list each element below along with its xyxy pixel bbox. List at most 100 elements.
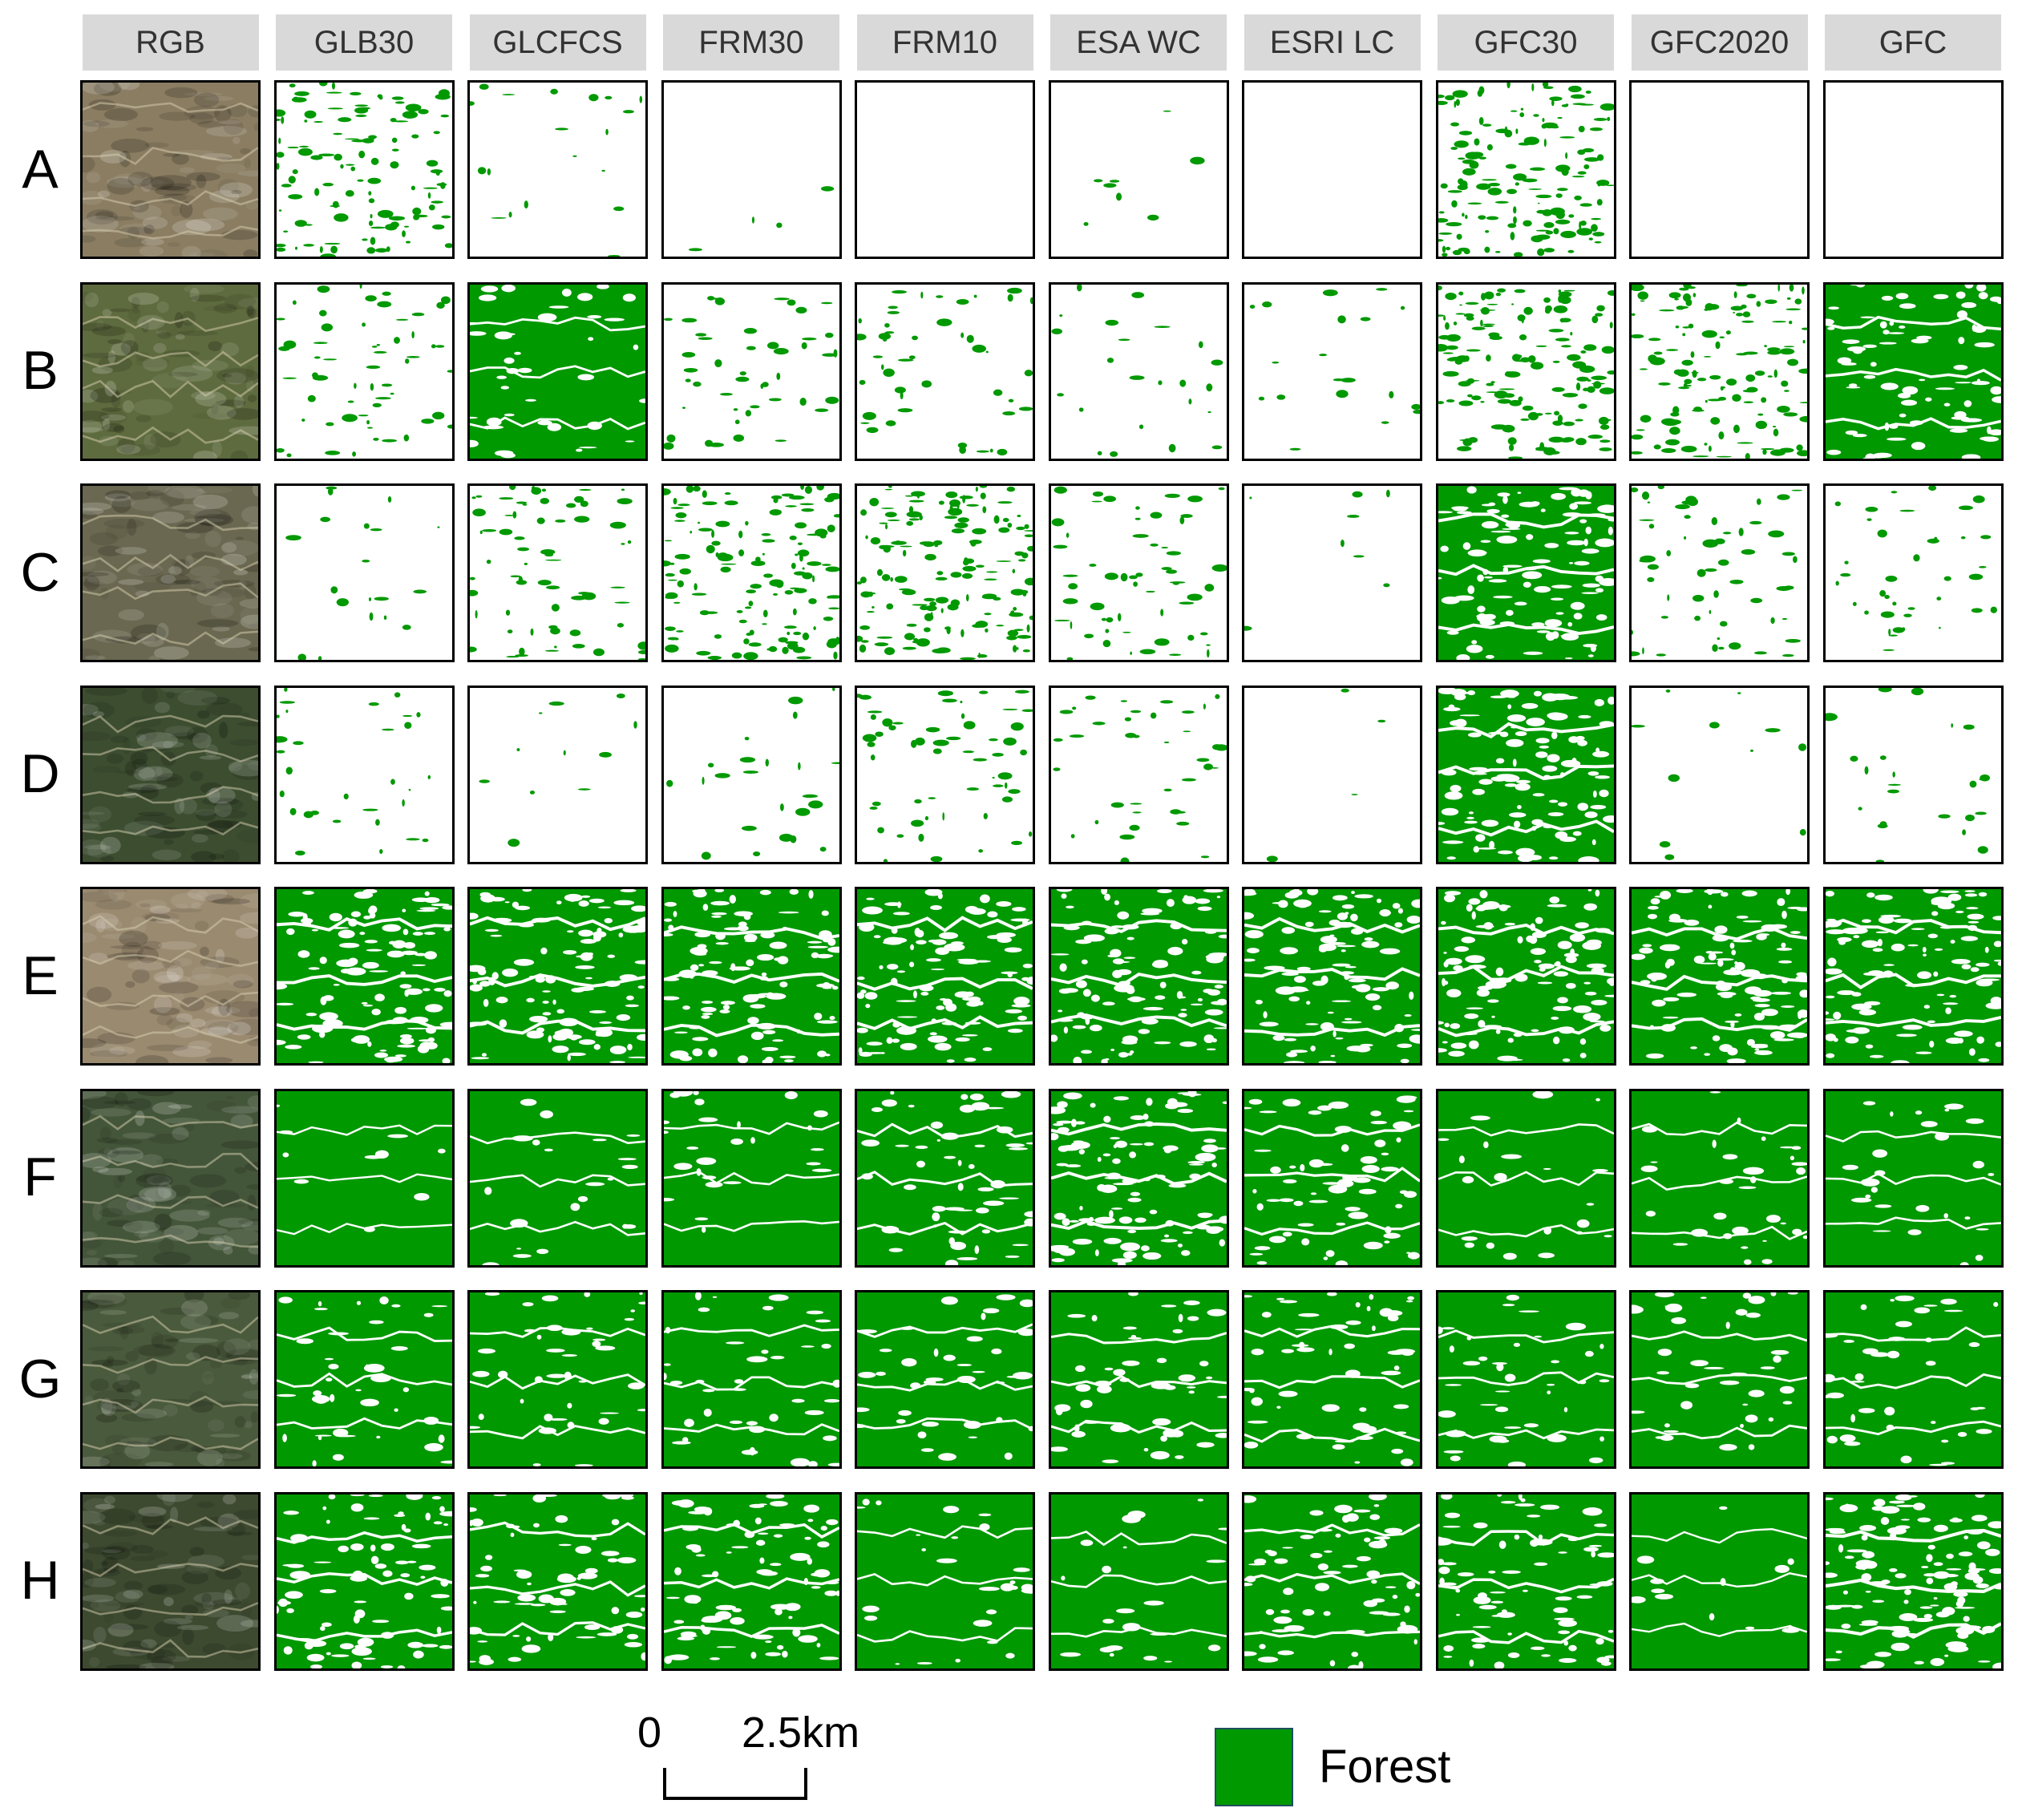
map-tile-g-rgb: [80, 1290, 261, 1469]
column-header-frm30: FRM30: [663, 14, 839, 71]
map-tile-b-glb30: [273, 281, 455, 461]
map-tile-f-esa-wc: [1048, 1088, 1229, 1268]
map-tile-g-frm30: [661, 1290, 842, 1469]
map-tile-f-glcfcs: [467, 1088, 648, 1268]
map-tile-c-glb30: [273, 483, 455, 662]
map-tile-b-frm30: [661, 281, 842, 461]
map-tile-e-frm30: [661, 887, 842, 1066]
map-tile-a-frm10: [855, 80, 1035, 259]
map-tile-g-frm10: [855, 1290, 1035, 1469]
row-label-f: F: [23, 1147, 57, 1207]
map-tile-g-glcfcs: [467, 1290, 648, 1469]
map-tile-e-glb30: [273, 887, 455, 1066]
column-header-esri-lc: ESRI LC: [1244, 14, 1421, 71]
scale-bar-line: [663, 1768, 807, 1800]
map-tile-e-rgb: [80, 887, 261, 1066]
map-tile-c-frm10: [855, 483, 1035, 662]
legend-swatch-forest: [1215, 1728, 1293, 1806]
map-tile-a-rgb: [80, 80, 261, 259]
map-tile-g-glb30: [273, 1290, 455, 1469]
legend: Forest: [1211, 1724, 1612, 1812]
map-tile-a-gfc: [1822, 80, 2004, 259]
map-tile-h-frm10: [855, 1491, 1035, 1671]
map-tile-g-esa-wc: [1048, 1290, 1229, 1469]
map-tile-a-esri-lc: [1242, 80, 1422, 259]
map-tile-a-gfc2020: [1629, 80, 1810, 259]
map-tile-b-gfc30: [1435, 281, 1616, 461]
map-tile-e-glcfcs: [467, 887, 648, 1066]
map-tile-a-gfc30: [1435, 80, 1616, 259]
map-tile-c-frm30: [661, 483, 842, 662]
map-tile-b-esri-lc: [1242, 281, 1422, 461]
map-tile-b-glcfcs: [467, 281, 648, 461]
column-header-frm10: FRM10: [856, 14, 1033, 71]
map-tile-g-gfc30: [1435, 1290, 1616, 1469]
column-header-glb30: GLB30: [276, 14, 452, 71]
map-tile-f-esri-lc: [1242, 1088, 1422, 1268]
map-tile-h-frm30: [661, 1491, 842, 1671]
map-tile-e-frm10: [855, 887, 1035, 1066]
map-tile-h-glb30: [273, 1491, 455, 1671]
map-tile-d-glcfcs: [467, 685, 648, 864]
map-tile-f-frm10: [855, 1088, 1035, 1268]
row-label-d: D: [20, 743, 60, 804]
map-tile-b-frm10: [855, 281, 1035, 461]
map-tile-b-esa-wc: [1048, 281, 1229, 461]
column-header-gfc30: GFC30: [1438, 14, 1614, 71]
row-label-c: C: [20, 541, 60, 603]
map-tile-h-rgb: [80, 1491, 261, 1671]
map-tile-a-frm30: [661, 80, 842, 259]
row-label-e: E: [22, 944, 59, 1006]
map-tile-e-gfc30: [1435, 887, 1616, 1066]
map-tile-e-esa-wc: [1048, 887, 1229, 1066]
map-tile-b-gfc2020: [1629, 281, 1810, 461]
map-tile-e-gfc2020: [1629, 887, 1810, 1066]
map-tile-c-gfc2020: [1629, 483, 1810, 662]
map-tile-b-rgb: [80, 281, 261, 461]
row-label-g: G: [18, 1348, 62, 1409]
column-header-gfc2020: GFC2020: [1631, 14, 1808, 71]
map-tile-a-glb30: [273, 80, 455, 259]
map-tile-h-esri-lc: [1242, 1491, 1422, 1671]
map-tile-f-glb30: [273, 1088, 455, 1268]
map-tile-f-gfc2020: [1629, 1088, 1810, 1268]
map-tile-f-gfc: [1822, 1088, 2004, 1268]
map-tile-b-gfc: [1822, 281, 2004, 461]
map-tile-e-gfc: [1822, 887, 2004, 1066]
map-tile-g-gfc2020: [1629, 1290, 1810, 1469]
map-tile-d-glb30: [273, 685, 455, 864]
column-headers: RGB GLB30 GLCFCS FRM30 FRM10 ESA WC ESRI LC GFC…: [0, 0, 2018, 80]
map-tile-c-esri-lc: [1242, 483, 1422, 662]
map-tile-f-rgb: [80, 1088, 261, 1268]
map-tile-e-esri-lc: [1242, 887, 1422, 1066]
row-label-b: B: [22, 340, 59, 401]
scale-zero-label: 0: [637, 1709, 662, 1757]
scale-distance-label: 2.5km: [742, 1709, 860, 1757]
map-tile-f-gfc30: [1435, 1088, 1616, 1268]
map-tile-h-glcfcs: [467, 1491, 648, 1671]
map-tile-a-esa-wc: [1048, 80, 1229, 259]
map-tile-c-gfc: [1822, 483, 2004, 662]
map-tile-g-esri-lc: [1242, 1290, 1422, 1469]
map-tile-d-frm30: [661, 685, 842, 864]
map-tile-f-frm30: [661, 1088, 842, 1268]
map-tile-g-gfc: [1822, 1290, 2004, 1469]
map-tile-h-gfc2020: [1629, 1491, 1810, 1671]
scale-bar: 0 2.5km: [637, 1708, 982, 1812]
map-tile-h-gfc30: [1435, 1491, 1616, 1671]
row-label-h: H: [20, 1550, 60, 1611]
map-tile-d-gfc30: [1435, 685, 1616, 864]
column-header-rgb: RGB: [82, 14, 259, 71]
map-tile-d-gfc2020: [1629, 685, 1810, 864]
map-tile-d-esri-lc: [1242, 685, 1422, 864]
map-tile-d-gfc: [1822, 685, 2004, 864]
map-tile-c-glcfcs: [467, 483, 648, 662]
map-tile-a-glcfcs: [467, 80, 648, 259]
map-tile-c-esa-wc: [1048, 483, 1229, 662]
map-tile-c-rgb: [80, 483, 261, 662]
column-header-glcfcs: GLCFCS: [469, 14, 646, 71]
legend-label-forest: Forest: [1319, 1741, 1451, 1793]
map-tile-d-frm10: [855, 685, 1035, 864]
map-tile-d-rgb: [80, 685, 261, 864]
map-tile-h-gfc: [1822, 1491, 2004, 1671]
